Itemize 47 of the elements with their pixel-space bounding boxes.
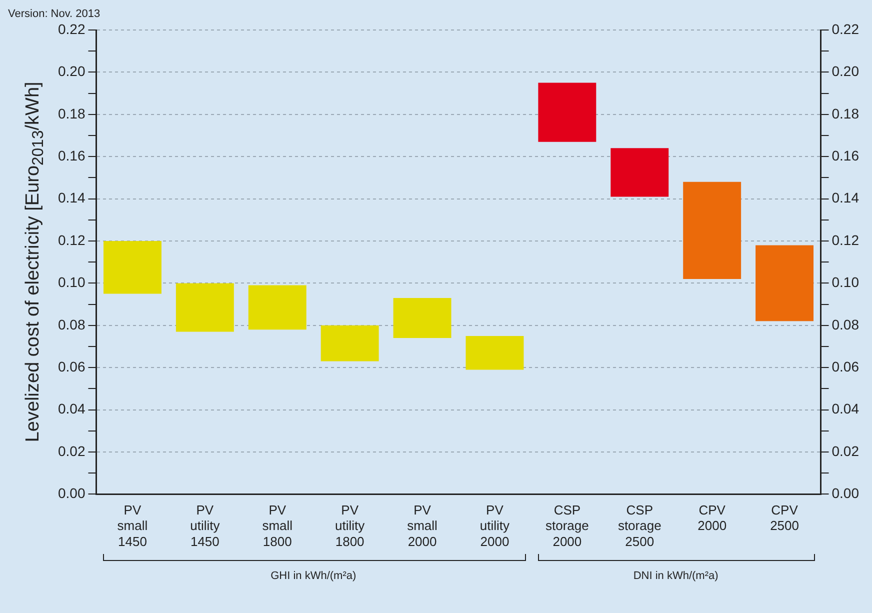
y2-tick-label: 0.20 <box>832 63 860 80</box>
bar <box>683 182 742 279</box>
y2-tick-label: 0.10 <box>832 274 860 290</box>
bar <box>466 336 524 370</box>
y-tick-label: 0.06 <box>58 358 86 374</box>
x-tick-label: PV utility 2000 <box>480 502 510 549</box>
bar <box>320 325 379 362</box>
x-tick-label: CPV 2000 <box>698 502 727 534</box>
x-tick-label: CSP storage 2000 <box>545 502 589 549</box>
bar <box>756 245 814 322</box>
y2-tick-label: 0.16 <box>832 147 860 164</box>
y2-tick-label: 0.04 <box>832 400 860 417</box>
y2-tick-label: 0.12 <box>832 232 860 248</box>
x-tick-label: PV utility 1450 <box>190 502 220 549</box>
y2-tick-label: 0.00 <box>832 485 860 502</box>
x-tick-label: PV small 2000 <box>407 502 438 549</box>
x-tick-label: CPV 2500 <box>770 502 799 534</box>
x-tick-label: PV utility 1800 <box>335 502 366 549</box>
y-tick-label: 0.00 <box>58 485 86 502</box>
y-tick-label: 0.08 <box>58 316 86 332</box>
y-tick-label: 0.18 <box>58 105 86 122</box>
bar <box>610 148 669 197</box>
bar <box>538 82 596 142</box>
y-tick-label: 0.12 <box>58 232 86 248</box>
bar <box>393 298 452 338</box>
y2-tick-label: 0.22 <box>832 20 860 37</box>
y-tick-label: 0.22 <box>58 20 86 37</box>
y-tick-label: 0.04 <box>58 400 86 417</box>
y2-tick-label: 0.06 <box>832 358 860 374</box>
y-tick-label: 0.16 <box>58 147 86 164</box>
y2-tick-label: 0.08 <box>832 316 860 332</box>
y-tick-label: 0.20 <box>58 63 86 80</box>
bar <box>248 285 306 330</box>
y2-tick-label: 0.14 <box>832 190 860 206</box>
bar <box>176 283 234 332</box>
y2-tick-label: 0.02 <box>832 442 860 459</box>
text: GHI in kWh/(m²a) <box>270 570 356 582</box>
text: Version: Nov. 2013 <box>8 8 100 20</box>
y-tick-label: 0.10 <box>58 274 86 290</box>
bar <box>103 241 162 294</box>
y-tick-label: 0.14 <box>58 190 86 206</box>
text: DNI in kWh/(m²a) <box>633 570 718 582</box>
y-tick-label: 0.02 <box>58 442 86 459</box>
x-tick-label: PV small 1450 <box>117 502 148 549</box>
x-tick-label: PV small 1800 <box>262 502 293 549</box>
y2-tick-label: 0.18 <box>832 105 860 122</box>
x-tick-label: CSP storage 2500 <box>618 502 662 549</box>
